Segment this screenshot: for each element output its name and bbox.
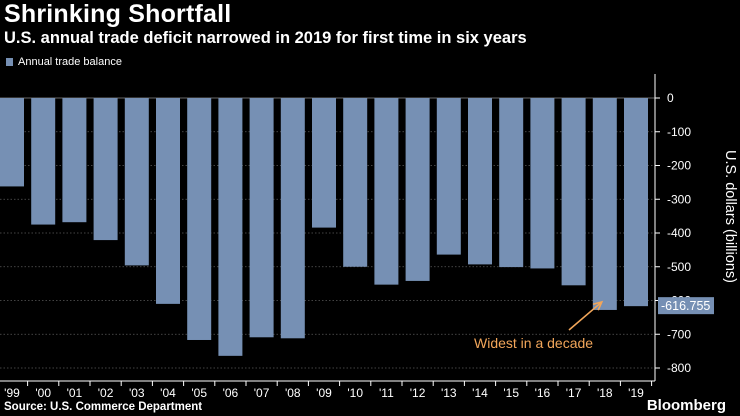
x-tick-label: '06 (223, 386, 239, 400)
y-axis-ticks: 0-100-200-300-400-500-600-700-800 (655, 91, 691, 375)
y-tick-label: -400 (667, 226, 691, 240)
x-tick-label: '11 (379, 386, 394, 400)
bar-00 (31, 98, 56, 225)
bar-01 (62, 98, 87, 223)
bar-17 (561, 98, 586, 286)
bar-15 (499, 98, 524, 268)
chart-subtitle: U.S. annual trade deficit narrowed in 20… (4, 29, 527, 47)
bar-16 (530, 98, 555, 269)
legend: Annual trade balance (6, 56, 122, 68)
x-tick-label: '16 (535, 386, 551, 400)
legend-swatch (6, 58, 13, 66)
x-tick-label: '13 (441, 386, 457, 400)
y-axis-label: U.S. dollars (billions) (722, 150, 738, 283)
x-axis-ticks: '99 '00 '01 '02 '03 '04 '05 '06 '07 '08 '09 '10 '11 '… (4, 381, 653, 400)
bar-09 (312, 98, 336, 228)
bar-12 (405, 98, 430, 281)
x-tick-label: '00 (35, 386, 51, 400)
bar-06 (218, 98, 243, 356)
bar-02 (93, 98, 118, 241)
y-tick-label: -200 (667, 159, 691, 173)
bar-07 (249, 98, 274, 338)
bar-13 (436, 98, 461, 255)
x-tick-label: '99 (4, 386, 20, 400)
y-tick-label: 0 (667, 91, 674, 105)
y-tick-label: -100 (667, 125, 691, 139)
bar-04 (156, 98, 180, 304)
y-tick-label: -700 (667, 327, 691, 341)
last-value-label: -616.755 (661, 299, 710, 313)
x-tick-label: '14 (472, 386, 488, 400)
y-tick-label: -500 (667, 260, 691, 274)
bar-14 (468, 98, 492, 265)
y-tick-label: -300 (667, 192, 691, 206)
annotation-arrow-shaft (568, 301, 603, 331)
x-tick-label: '03 (129, 386, 145, 400)
last-value-box (658, 297, 714, 315)
x-tick-label: '05 (191, 386, 207, 400)
annotation-arrow-head (592, 300, 604, 311)
x-tick-label: '17 (566, 386, 582, 400)
annotation-text: Widest in a decade (474, 335, 593, 351)
x-tick-label: '09 (316, 386, 332, 400)
annotation: Widest in a decade (474, 300, 604, 351)
x-tick-label: '18 (597, 386, 613, 400)
x-tick-label: '01 (67, 386, 83, 400)
legend-label: Annual trade balance (18, 56, 122, 68)
bar-99 (0, 98, 24, 187)
brand-logo: Bloomberg (646, 397, 726, 414)
bars (0, 98, 648, 356)
x-tick-label: '07 (254, 386, 270, 400)
x-tick-label: '19 (628, 386, 644, 400)
bar-19 (624, 98, 648, 307)
x-tick-label: '10 (347, 386, 363, 400)
y-tick-label: -800 (667, 361, 691, 375)
x-tick-label: '12 (410, 386, 426, 400)
last-value-callout: -616.755 (658, 297, 714, 315)
bar-03 (124, 98, 149, 266)
x-tick-label: '08 (285, 386, 301, 400)
bar-05 (187, 98, 212, 340)
bar-10 (343, 98, 368, 267)
bar-18 (592, 98, 617, 310)
bar-11 (374, 98, 399, 285)
x-tick-label: '02 (98, 386, 114, 400)
x-tick-label: '04 (160, 386, 176, 400)
source-note: Source: U.S. Commerce Department (4, 401, 203, 413)
bar-08 (280, 98, 305, 339)
chart-title: Shrinking Shortfall (4, 0, 232, 28)
x-tick-label: '15 (503, 386, 519, 400)
